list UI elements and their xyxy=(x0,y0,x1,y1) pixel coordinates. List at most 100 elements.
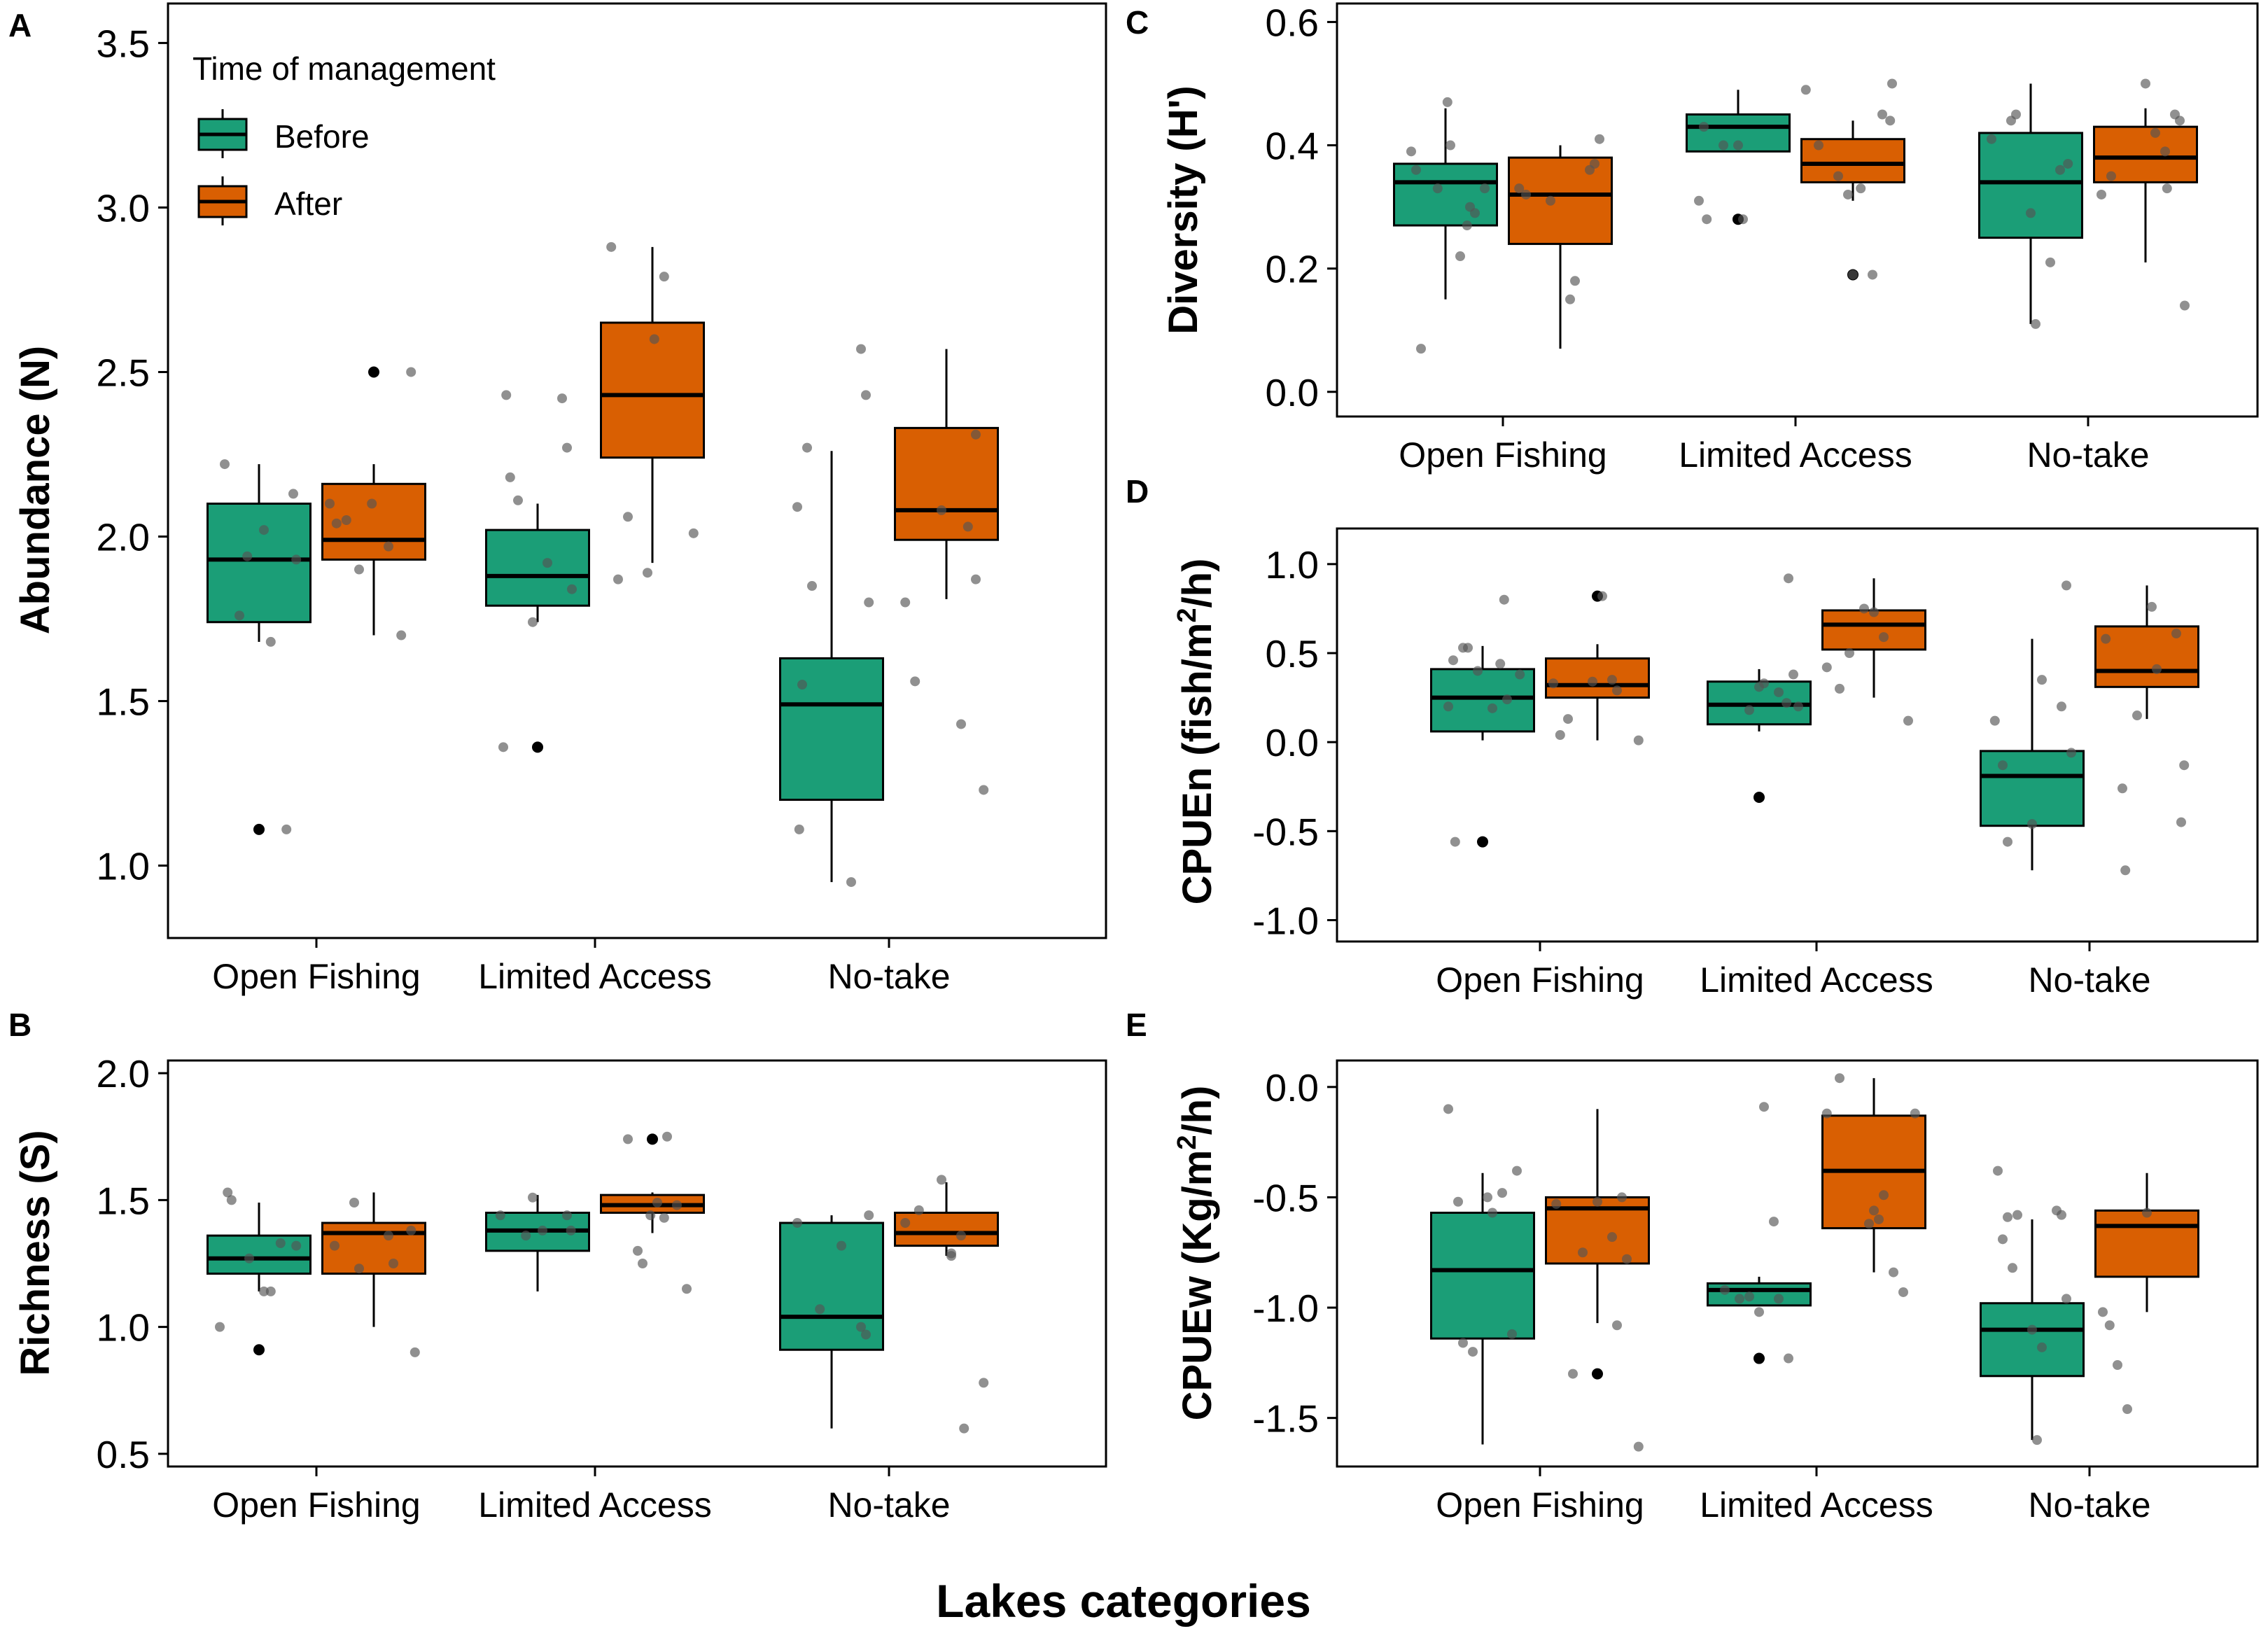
panel-d-before-data-point xyxy=(2062,580,2071,591)
panel-c-before-data-point xyxy=(1462,220,1472,231)
panel-b-before-data-point xyxy=(244,1253,254,1264)
panel-e-after-data-point xyxy=(1551,1198,1562,1209)
legend-item-before: Before xyxy=(197,109,370,158)
panel-a-y-tick-label: 1.5 xyxy=(97,680,150,724)
panel-b-before-data-point xyxy=(495,1210,505,1221)
panel-d-after-data-point xyxy=(1563,714,1573,724)
panel-b-after-data-point xyxy=(645,1210,656,1221)
panel-e-after-data-point xyxy=(1874,1214,1884,1224)
panel-a-y-axis-label: Abundance (N) xyxy=(13,346,58,634)
panel-c-before-data-point xyxy=(2045,257,2055,267)
panel-b-after-data-point xyxy=(633,1245,643,1256)
panel-c-before-data-point xyxy=(1416,344,1426,354)
panel-d-before-data-point xyxy=(1443,701,1453,712)
panel-d-before-data-point xyxy=(2057,701,2066,712)
panel-a-category-label: Limited Access xyxy=(478,957,711,996)
panel-d-ylabel-superscript: 2 xyxy=(1172,608,1202,622)
panel-e-after-data-point xyxy=(1898,1287,1908,1297)
panel-a-after-data-point xyxy=(979,785,989,795)
panel-b-before-box xyxy=(779,1222,884,1351)
panel-c-before-data-point xyxy=(1694,195,1704,206)
panel-d-before-data-point xyxy=(2037,675,2047,685)
panel-c-after-data-point xyxy=(2150,127,2160,138)
panel-a-before-data-point xyxy=(291,554,302,565)
panel-b: B 0.5 1.0 1.5 2.0 Open Fishing Limited Access… xyxy=(8,1007,1107,1525)
panel-c-before-data-point xyxy=(2063,158,2073,169)
plot-c-area: 0.0 0.2 0.4 0.6 Open Fishing Limited Access No… xyxy=(1266,1,2259,475)
panel-a-after-box xyxy=(600,321,705,459)
panel-e-after-data-point xyxy=(1869,1205,1879,1216)
panel-e-before-data-point xyxy=(2062,1294,2071,1304)
panel-d-y-tick-label: 0.0 xyxy=(1266,721,1319,764)
panel-e-before-data-point xyxy=(1458,1338,1468,1348)
legend-title: Time of management xyxy=(192,50,496,87)
panel-c-letter: C xyxy=(1126,4,1149,41)
panel-e-ylabel-superscript: 2 xyxy=(1172,1135,1202,1150)
panel-b-after-outlier xyxy=(647,1133,658,1145)
panel-d-before-data-point xyxy=(1784,573,1793,584)
panel-c-frame xyxy=(1336,2,2259,418)
panel-b-after-data-point xyxy=(672,1200,682,1210)
panel-e-before-data-point xyxy=(1488,1208,1497,1218)
panel-c-before-data-point xyxy=(1738,214,1748,225)
panel-a-before-outlier xyxy=(253,823,265,835)
panel-d-before-data-point xyxy=(1989,715,2000,726)
panel-e-category-label: Limited Access xyxy=(1700,1485,1933,1525)
panel-a-before-data-point xyxy=(542,558,552,568)
panel-b-before-data-point xyxy=(521,1231,531,1241)
panel-a-after-data-point xyxy=(971,574,981,584)
panel-c-after-data-point xyxy=(1877,109,1887,120)
panel-a-before-data-point xyxy=(220,459,230,470)
panel-e-after-data-point xyxy=(1835,1073,1844,1084)
panel-a-before-data-point xyxy=(242,551,253,561)
panel-b-after-data-point xyxy=(652,1198,662,1208)
panel-e-before-data-point xyxy=(1744,1292,1754,1302)
panel-a-before-data-point xyxy=(861,390,871,400)
panel-e-after-data-point xyxy=(2113,1360,2122,1370)
panel-e-after-data-point xyxy=(2104,1320,2115,1331)
panel-c-after-data-point xyxy=(1565,294,1575,304)
panel-e-before-data-point xyxy=(2037,1342,2047,1352)
panel-d-after-box xyxy=(2094,625,2199,688)
panel-a-before-data-point xyxy=(498,742,508,752)
panel-b-after-data-point xyxy=(959,1423,969,1434)
legend: Time of management Before After xyxy=(192,50,496,225)
panel-c-after-data-point xyxy=(1514,183,1525,194)
panel-c-after-data-point xyxy=(2141,78,2150,89)
panel-d-after-data-point xyxy=(1607,675,1617,685)
panel-c-before-data-point xyxy=(2011,109,2021,120)
panel-c-after-data-point xyxy=(1843,189,1853,200)
panel-e-before-data-point xyxy=(1993,1166,2003,1176)
panel-b-y-tick-label: 0.5 xyxy=(97,1433,150,1476)
panel-a-before-data-point xyxy=(802,442,812,453)
panel-a-after-data-point xyxy=(649,334,659,344)
panel-e-before-outlier xyxy=(1754,1352,1765,1364)
panel-d-before-data-point xyxy=(1774,687,1784,697)
panel-b-after-box xyxy=(894,1212,999,1247)
panel-a-after-data-point xyxy=(900,597,911,608)
panel-a-before-box xyxy=(485,528,590,607)
panel-e-after-data-point xyxy=(2098,1307,2108,1317)
panel-b-category-label: No-take xyxy=(827,1485,950,1525)
panel-e-before-data-point xyxy=(1497,1188,1507,1198)
panel-a-after-data-point xyxy=(406,367,416,377)
panel-b-before-data-point xyxy=(864,1210,874,1221)
panel-d-ylabel-main: CPUEn (fish/m xyxy=(1175,623,1220,905)
panel-b-before-data-point xyxy=(856,1322,866,1332)
panel-c-before-data-point xyxy=(1411,164,1421,175)
legend-after-label: After xyxy=(274,186,342,222)
panel-c-before-data-point xyxy=(1455,251,1465,262)
panel-a-before-data-point xyxy=(259,525,269,536)
x-axis-title: Lakes categories xyxy=(936,1575,1311,1627)
panel-a-y-tick-label: 3.0 xyxy=(97,186,150,230)
panel-e-frame xyxy=(1336,1059,2259,1468)
panel-e-y-axis-label: CPUEw (Kg/m2/h) xyxy=(1172,1086,1220,1421)
plot-a-area: 1.0 1.5 2.0 2.5 3.0 3.5 Open Fishing Limited Ac… xyxy=(97,2,1107,996)
panel-d-letter: D xyxy=(1126,473,1149,510)
panel-c-after-data-point xyxy=(1887,78,1897,89)
panel-b-before-data-point xyxy=(792,1218,802,1228)
panel-c-after-data-point xyxy=(2106,171,2116,181)
panel-b-after-data-point xyxy=(623,1134,633,1144)
panel-e-before-box xyxy=(1430,1212,1535,1340)
panel-a-after-data-point xyxy=(384,541,393,552)
